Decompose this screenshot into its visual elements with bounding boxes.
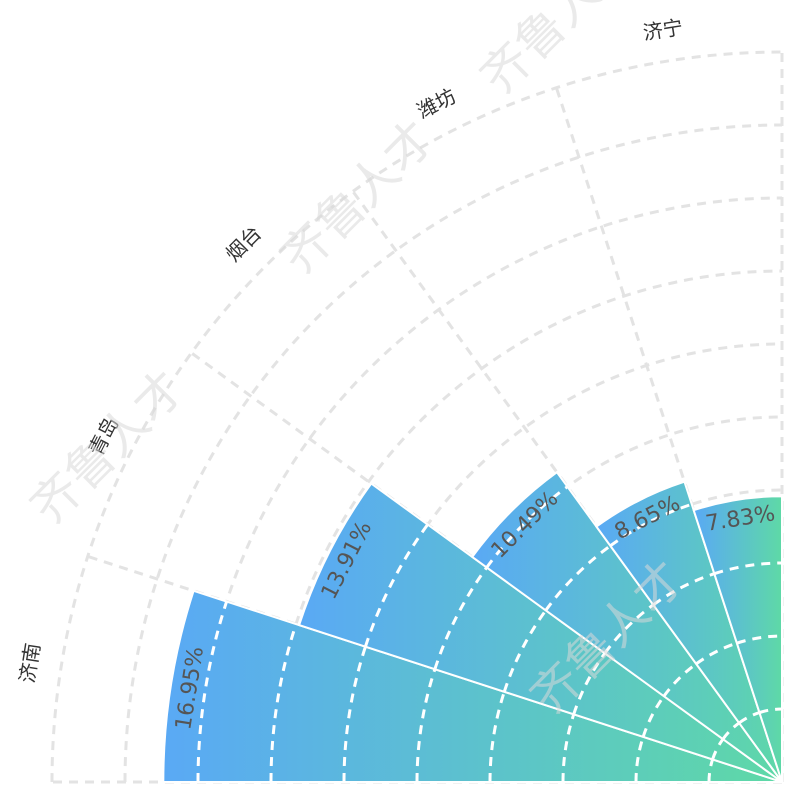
inner-grid-ring (736, 634, 783, 645)
inner-grid-ring (603, 603, 655, 655)
inner-grid-ring (502, 609, 547, 693)
grid-spoke (190, 351, 783, 784)
inner-grid-ring (364, 523, 429, 648)
inner-grid-ring (652, 572, 715, 607)
inner-grid-ring (695, 641, 738, 666)
grid-ring (50, 50, 783, 783)
category-label-4: 潍坊 (413, 84, 460, 124)
inner-grid-ring (634, 736, 645, 783)
inner-grid-ring (662, 662, 698, 698)
inner-grid-ring (342, 646, 367, 783)
inner-grid-ring (572, 652, 607, 715)
inner-grid-ring (609, 502, 693, 547)
inner-grid-ring (707, 758, 715, 783)
inner-grid-ring (196, 601, 229, 783)
inner-grid-ring (711, 738, 725, 760)
inner-grid-ring (738, 711, 760, 725)
grid-ring (123, 123, 783, 783)
grid-spoke (351, 190, 784, 783)
category-label-5: 济宁 (641, 15, 684, 45)
inner-grid-ring (544, 544, 612, 612)
inner-grid (196, 485, 783, 783)
grid-ring (269, 269, 783, 783)
inner-grid-ring (721, 721, 741, 741)
rose-sector-5 (692, 495, 783, 783)
rose-sector-1 (162, 589, 783, 783)
rose-sector-4 (595, 480, 783, 783)
category-label-3: 烟台 (221, 221, 266, 266)
watermark-text: 齐鲁人才 (20, 360, 195, 535)
watermark-text: 齐鲁人才 (270, 110, 445, 285)
grid-spoke (554, 87, 784, 783)
category-label-1: 济南 (15, 641, 45, 684)
inner-grid-ring (713, 561, 783, 576)
inner-grid-ring (641, 695, 666, 738)
inner-grid-ring (758, 707, 783, 715)
inner-grid-ring (488, 691, 506, 783)
rose-sectors (162, 470, 783, 783)
rose-sector-2 (297, 482, 783, 783)
inner-grid-ring (561, 713, 576, 783)
inner-grid-ring (269, 623, 298, 783)
